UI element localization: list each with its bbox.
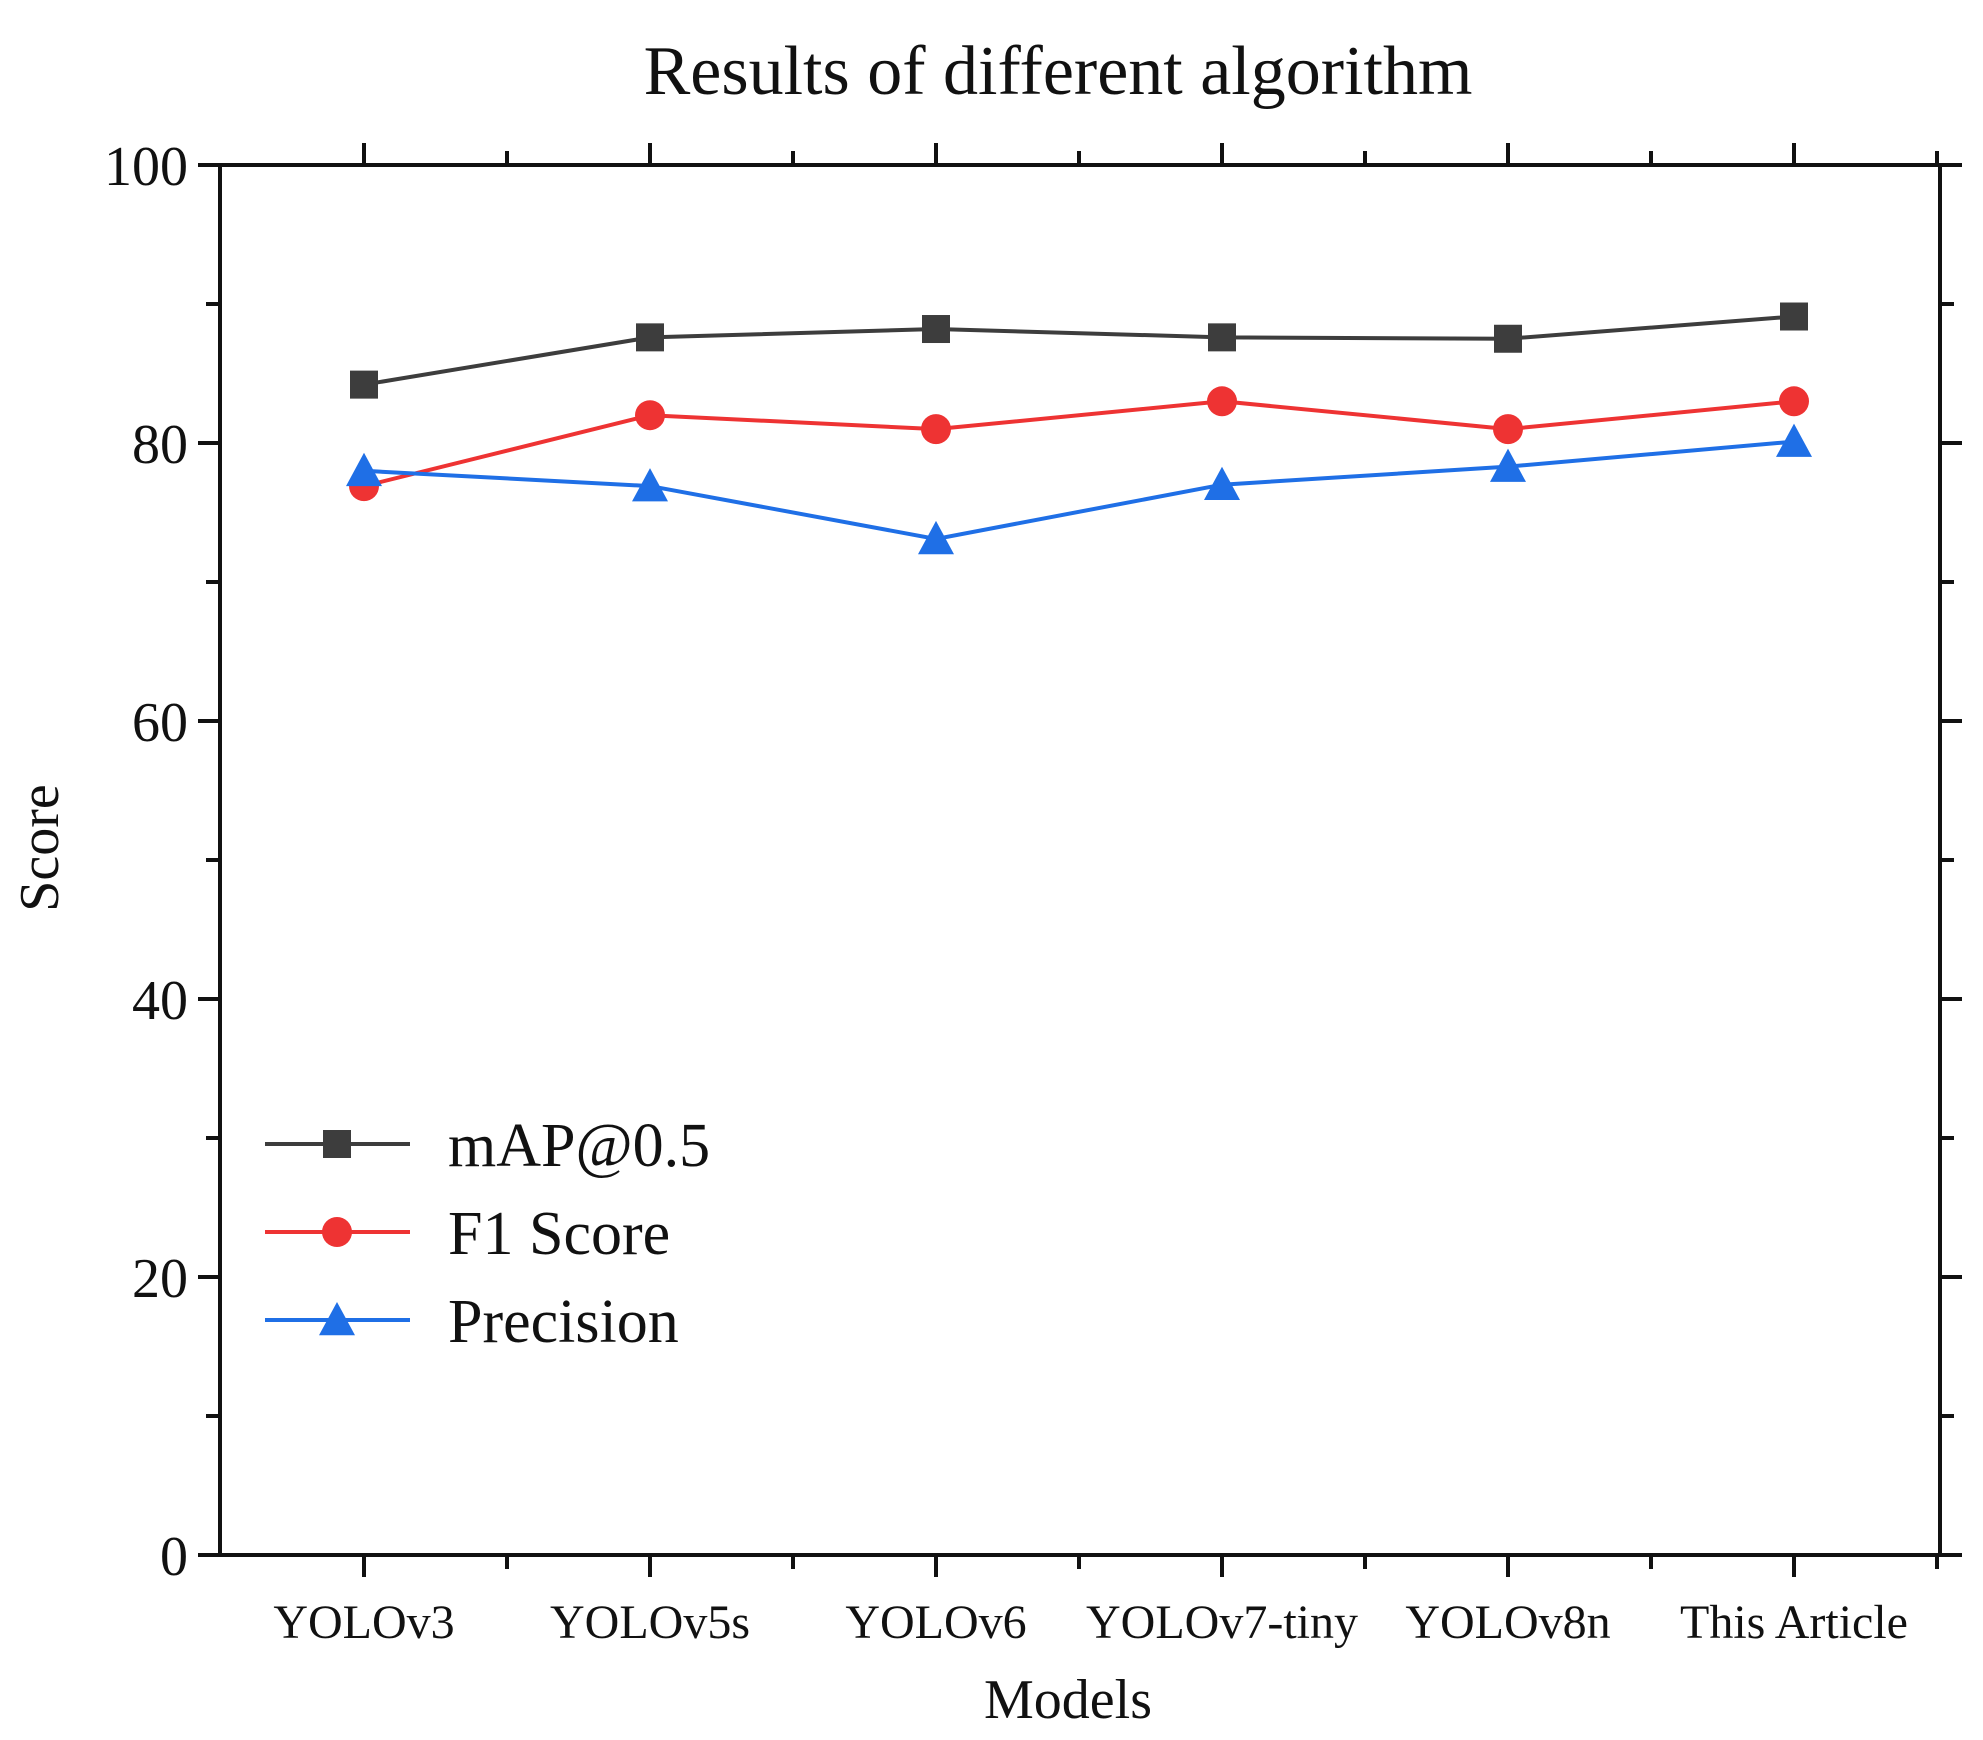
x-tick-label: This Article <box>1680 1596 1908 1649</box>
series-line <box>363 399 1795 489</box>
data-point <box>922 315 950 344</box>
x-tick-label: YOLOv6 <box>845 1596 1026 1649</box>
data-point <box>921 414 951 445</box>
series-map-0-5 <box>350 302 1808 399</box>
legend-marker <box>322 1217 352 1247</box>
series-precision <box>346 423 1812 555</box>
data-point <box>346 452 382 487</box>
data-point <box>1493 414 1523 445</box>
data-point <box>1208 323 1236 352</box>
data-point <box>1207 386 1237 417</box>
data-point <box>350 370 378 399</box>
legend-label: mAP@0.5 <box>448 1112 710 1180</box>
axes: 0 20 40 60 80 100 YOLOv3 YOLOv5s YOLOv6 YOLOv7-ti… <box>104 136 1962 1649</box>
data-point <box>918 520 954 555</box>
legend-item: F1 Score <box>265 1200 670 1268</box>
legend-marker <box>323 1130 351 1158</box>
y-tick-label: 40 <box>132 970 188 1032</box>
data-point <box>635 400 665 431</box>
x-tick-label: YOLOv7-tiny <box>1086 1596 1358 1649</box>
y-tick-label: 80 <box>132 414 188 476</box>
y-tick-label: 100 <box>104 136 188 198</box>
x-tick-label: YOLOv5s <box>550 1596 750 1649</box>
data-point <box>1494 324 1522 353</box>
data-point <box>1780 302 1808 331</box>
chart-title: Results of different algorithm <box>644 33 1473 110</box>
y-tick-label: 0 <box>160 1526 188 1588</box>
legend-item: Precision <box>265 1288 679 1356</box>
legend: mAP@0.5 F1 Score Precision <box>265 1112 710 1356</box>
x-tick-label: YOLOv8n <box>1405 1596 1610 1649</box>
data-point <box>1490 448 1526 482</box>
series-layer <box>346 302 1812 555</box>
x-axis-label: Models <box>984 1669 1152 1731</box>
x-tick-label: YOLOv3 <box>273 1596 454 1649</box>
data-point <box>1204 466 1240 500</box>
series-f1-score <box>349 386 1809 502</box>
legend-item: mAP@0.5 <box>265 1112 710 1180</box>
series-line <box>363 439 1795 541</box>
data-point <box>1779 386 1809 417</box>
data-point <box>1776 423 1812 457</box>
legend-label: Precision <box>448 1288 679 1356</box>
data-point <box>632 468 668 502</box>
y-tick-label: 20 <box>132 1248 188 1310</box>
data-point <box>636 323 664 352</box>
legend-marker <box>319 1302 355 1336</box>
y-axis-label: Score <box>9 784 71 912</box>
series-line <box>363 314 1795 387</box>
y-tick-label: 60 <box>132 692 188 754</box>
legend-label: F1 Score <box>448 1200 670 1268</box>
